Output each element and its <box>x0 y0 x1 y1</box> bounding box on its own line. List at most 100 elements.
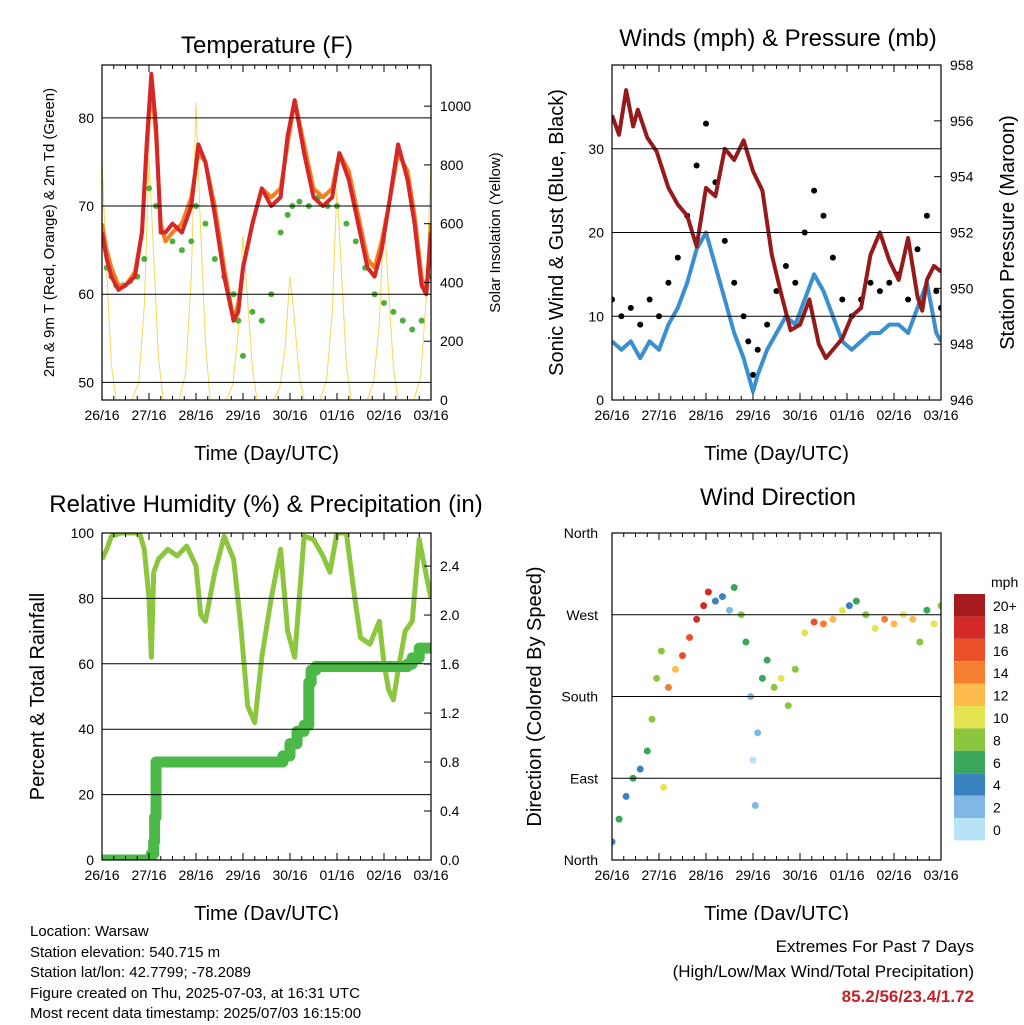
x-tick-label: 03/16 <box>923 867 958 883</box>
data-point-dewpoint <box>235 317 242 324</box>
x-tick-label: 01/16 <box>829 867 864 883</box>
colorbar-swatch <box>954 750 985 774</box>
colorbar-label: 0 <box>993 822 1001 838</box>
data-point <box>615 815 623 823</box>
data-point-dewpoint <box>141 255 148 262</box>
x-tick-label: 28/16 <box>178 407 213 423</box>
y-axis-label: 2m & 9m T (Red, Orange) & 2m Td (Green) <box>41 88 58 377</box>
y-right-tick-label: 600 <box>440 216 464 232</box>
data-point <box>881 615 889 623</box>
series-line-solar <box>102 102 431 400</box>
colorbar-swatch <box>954 728 985 751</box>
colorbar-swatch <box>954 616 985 639</box>
y-right-tick-label: 0.0 <box>440 852 460 868</box>
x-tick-label: 27/16 <box>641 407 676 423</box>
series-line-rain <box>102 642 431 860</box>
panel-title: Temperature (F) <box>181 32 353 59</box>
data-point-gust <box>745 338 752 345</box>
y-right-tick-label: 2.4 <box>440 558 460 574</box>
data-point-gust <box>612 296 615 303</box>
x-axis-label: Time (Day/UTC) <box>194 903 339 920</box>
x-axis-label: Time (Day/UTC) <box>194 443 339 465</box>
data-point-gust <box>665 279 672 286</box>
data-point-gust <box>627 304 634 311</box>
y-tick-label: East <box>570 770 598 786</box>
data-point-gust <box>764 321 771 328</box>
data-point-dewpoint <box>202 220 209 227</box>
colorbar-label: 14 <box>993 665 1009 681</box>
y-right-tick-label: 1000 <box>440 98 471 114</box>
data-point <box>820 620 827 628</box>
data-point-gust <box>674 254 681 261</box>
data-point <box>890 620 898 628</box>
panel-title: Winds (mph) & Pressure (mb) <box>619 25 936 52</box>
data-point-gust <box>754 346 761 353</box>
x-tick-label: 28/16 <box>688 407 723 423</box>
data-point-dewpoint <box>188 238 195 245</box>
colorbar-swatch <box>954 661 985 684</box>
data-point <box>704 588 712 596</box>
y-tick-label: 0 <box>86 852 94 868</box>
data-point <box>686 633 694 641</box>
y-tick-label: 70 <box>78 198 94 214</box>
data-point <box>871 624 879 632</box>
data-point <box>777 674 785 682</box>
x-axis-label: Time (Day/UTC) <box>704 903 849 920</box>
x-tick-label: 01/16 <box>319 867 354 883</box>
data-point <box>742 638 750 646</box>
data-point-gust <box>792 279 799 286</box>
info-latlon: Station lat/lon: 42.7799; -78.2089 <box>30 964 252 981</box>
colorbar-swatch <box>954 795 985 818</box>
x-tick-label: 02/16 <box>366 407 401 423</box>
colorbar-label: 18 <box>993 620 1009 636</box>
colorbar-swatch <box>954 594 985 617</box>
data-point <box>770 683 778 691</box>
colorbar-swatch <box>954 638 985 662</box>
series-line-wind <box>612 230 941 394</box>
x-tick-label: 27/16 <box>131 867 166 883</box>
data-point-dewpoint <box>277 229 284 236</box>
data-point <box>660 783 668 791</box>
colorbar-swatch <box>954 818 985 841</box>
data-point <box>930 620 938 628</box>
series-group <box>102 533 431 860</box>
info-recent: Most recent data timestamp: 2025/07/03 1… <box>30 1005 362 1022</box>
x-tick-label: 30/16 <box>782 407 817 423</box>
y-right-tick-label: 946 <box>950 392 974 408</box>
data-point <box>671 665 679 673</box>
colorbar-label: 4 <box>993 777 1001 793</box>
extremes-subtitle: (High/Low/Max Wind/Total Precipitation) <box>672 962 974 981</box>
data-point <box>801 629 809 637</box>
colorbar-label: 6 <box>993 755 1001 771</box>
data-point-gust <box>750 371 756 378</box>
panel-2: Winds (mph) & Pressure (mb) Time (Day/UTC… <box>546 25 1019 465</box>
data-point-gust <box>820 212 827 219</box>
y-right-tick-label: 800 <box>440 157 464 173</box>
data-point <box>726 606 733 614</box>
data-point <box>937 602 941 610</box>
data-point-gust <box>829 254 836 261</box>
x-tick-label: 29/16 <box>735 407 770 423</box>
y-right-tick-label: 948 <box>950 336 974 352</box>
data-point <box>829 615 837 623</box>
x-tick-label: 29/16 <box>225 407 260 423</box>
y-tick-label: 30 <box>588 141 604 157</box>
colorbar-label: 20+ <box>993 598 1017 614</box>
data-point <box>643 747 651 755</box>
panel-title: Wind Direction <box>700 484 856 511</box>
data-point-gust <box>811 187 818 194</box>
y-tick-label: 60 <box>78 286 94 302</box>
y-tick-label: 40 <box>78 721 94 737</box>
panel-1: Temperature (F) Time (Day/UTC) 2m & 9m T (… <box>41 32 504 465</box>
y-tick-label: West <box>566 607 598 623</box>
y-tick-label: 50 <box>78 374 94 390</box>
data-point <box>622 792 630 800</box>
data-point-gust <box>933 288 940 295</box>
series-line-temp2m <box>102 71 431 323</box>
plot-frame <box>101 64 432 401</box>
series-group <box>102 71 431 400</box>
y-axis-label: Sonic Wind & Gust (Blue, Black) <box>546 89 568 376</box>
colorbar-unit: mph <box>991 574 1018 590</box>
colorbar-label: 10 <box>993 710 1009 726</box>
x-tick-label: 26/16 <box>594 867 629 883</box>
